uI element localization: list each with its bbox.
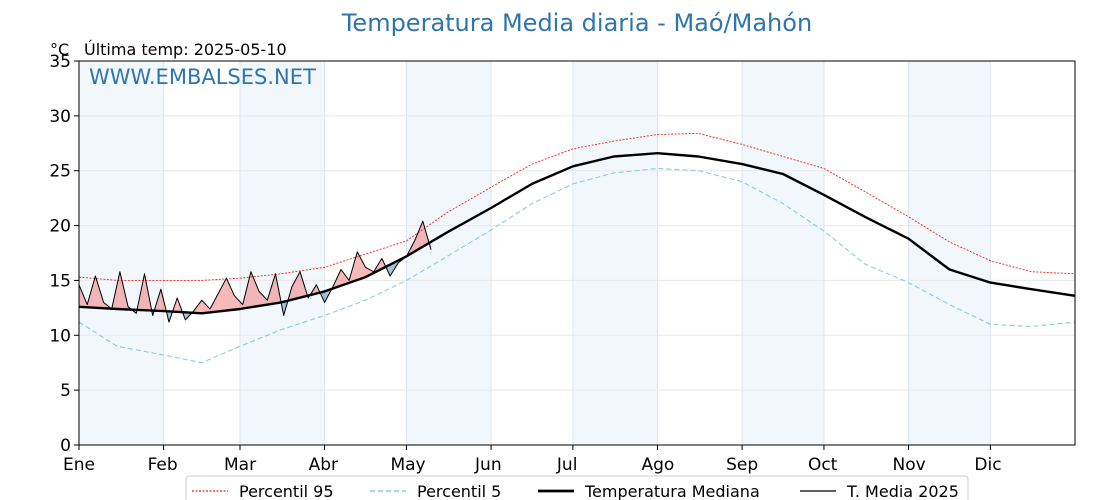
x-tick-label-jun: Jun	[474, 455, 502, 475]
x-axis: Ene Feb Mar Abr May Jun Jul Ago Sep Oct Nov Dic	[63, 445, 1002, 475]
series-line-1	[78, 167, 1076, 364]
anomaly-fill	[341, 269, 350, 286]
watermark: WWW.EMBALSES.NET	[89, 65, 316, 89]
y-axis: 0 5 10 15 20 25 30 35	[49, 52, 79, 456]
x-tick-label-feb: Feb	[148, 455, 178, 475]
anomaly-fill	[365, 267, 374, 278]
month-band-jul	[572, 61, 658, 445]
x-tick-label-oct: Oct	[808, 455, 838, 475]
y-tick-label: 5	[60, 381, 71, 401]
y-tick-label: 20	[49, 217, 71, 237]
anomaly-fill	[291, 271, 300, 300]
y-tick-label: 35	[49, 52, 71, 72]
y-tick-label: 30	[49, 107, 71, 127]
legend-label-1: Percentil 5	[417, 482, 501, 500]
y-tick-label: 25	[49, 162, 71, 182]
anomaly-fill	[259, 291, 268, 306]
anomaly-fill	[226, 278, 235, 311]
x-tick-label-sep: Sep	[726, 455, 758, 475]
legend-label-3: T. Media 2025	[846, 482, 959, 500]
grid-lines	[78, 60, 1075, 446]
plot-frame	[78, 60, 1076, 446]
y-tick-label: 15	[49, 271, 71, 291]
legend: Percentil 95 Percentil 5 Temperatura Media…	[185, 475, 969, 500]
month-band-ene	[79, 61, 164, 445]
series-line-2	[78, 152, 1076, 315]
x-tick-label-jul: Jul	[556, 455, 578, 475]
unit-label: °C	[50, 40, 69, 59]
anomaly-fill	[201, 300, 210, 314]
month-bands	[79, 61, 991, 445]
last-temp-label: Última temp: 2025-05-10	[84, 40, 287, 59]
y-tick-label: 10	[49, 326, 71, 346]
x-tick-label-ene: Ene	[63, 455, 95, 475]
series-lines	[78, 132, 1076, 364]
month-band-mar	[239, 61, 325, 445]
anomaly-fill	[414, 221, 423, 252]
x-tick-label-mar: Mar	[224, 455, 256, 475]
anomaly-fill	[357, 251, 366, 280]
anomaly-fill	[234, 295, 243, 310]
legend-label-2: Temperatura Mediana	[584, 482, 760, 500]
anomaly-fill	[250, 271, 260, 308]
x-tick-label-abr: Abr	[309, 455, 338, 475]
legend-box	[185, 475, 969, 500]
x-tick-label-ago: Ago	[641, 455, 674, 475]
anomaly-fill	[218, 278, 227, 312]
series-line-0	[78, 132, 1076, 281]
y-tick-label: 0	[60, 436, 71, 456]
x-tick-label-dic: Dic	[974, 455, 1001, 475]
chart-title: Temperatura Media diaria - Maó/Mahón	[341, 9, 812, 37]
month-band-may	[406, 61, 492, 445]
x-tick-label-may: May	[390, 455, 425, 475]
legend-label-0: Percentil 95	[239, 482, 334, 500]
series-line-3	[78, 220, 432, 323]
month-band-nov	[908, 61, 991, 445]
month-band-sep	[742, 61, 824, 445]
x-tick-label-nov: Nov	[893, 455, 926, 475]
